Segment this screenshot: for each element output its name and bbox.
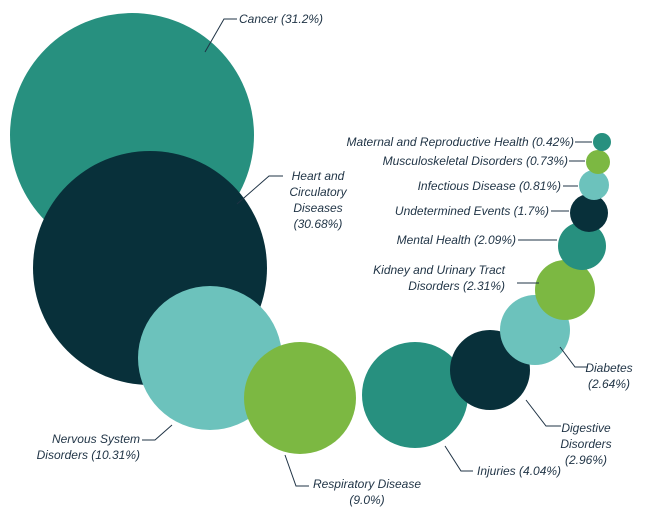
label-line: (2.96%) — [565, 453, 607, 467]
label-maternal-and-reproductive-health: Maternal and Reproductive Health (0.42%) — [347, 135, 574, 149]
label-line: Respiratory Disease — [313, 477, 421, 491]
label-line: Undetermined Events (1.7%) — [395, 204, 549, 218]
label-line: Kidney and Urinary Tract — [373, 263, 505, 277]
bubble-respiratory-disease — [244, 342, 356, 454]
label-line: Digestive — [561, 421, 611, 435]
label-respiratory-disease: Respiratory Disease (9.0%) — [313, 477, 421, 507]
leader-line-heart-and-circulatory-diseases — [236, 175, 283, 205]
bubble-infectious-disease — [579, 170, 609, 200]
label-heart-and-circulatory-diseases: Heart and Circulatory Diseases (30.68%) — [289, 169, 347, 231]
bubble-mental-health — [558, 222, 606, 270]
label-line: Infectious Disease (0.81%) — [418, 179, 561, 193]
label-diabetes: Diabetes (2.64%) — [585, 361, 632, 391]
label-line: Diseases — [293, 201, 342, 215]
label-line: Cancer (31.2%) — [239, 12, 323, 26]
leader-line-injuries — [444, 445, 473, 472]
label-line: Disorders (2.31%) — [408, 279, 505, 293]
label-line: Disorders — [560, 437, 611, 451]
bubble-injuries — [362, 342, 468, 448]
label-kidney-and-urinary-tract-disorders: Kidney and Urinary Tract Disorders (2.31%… — [373, 263, 505, 293]
label-infectious-disease: Infectious Disease (0.81%) — [418, 179, 561, 193]
bubble-musculoskeletal-disorders — [586, 150, 610, 174]
label-line: Maternal and Reproductive Health (0.42%) — [347, 135, 574, 149]
label-line: (9.0%) — [349, 493, 384, 507]
labels-layer: Cancer (31.2%) Heart and Circulatory Diseas… — [37, 12, 633, 507]
leader-line-diabetes — [559, 346, 588, 368]
label-line: Disorders (10.31%) — [37, 448, 140, 462]
bubble-kidney-and-urinary-tract-disorders — [535, 260, 595, 320]
leader-lines-layer — [142, 18, 592, 487]
leader-line-nervous-system-disorders — [142, 424, 173, 441]
label-cancer: Cancer (31.2%) — [239, 12, 323, 26]
label-digestive-disorders: Digestive Disorders (2.96%) — [560, 421, 611, 467]
label-line: Injuries (4.04%) — [477, 464, 561, 478]
leader-line-respiratory-disease — [284, 454, 309, 487]
label-line: Mental Health (2.09%) — [397, 233, 516, 247]
label-mental-health: Mental Health (2.09%) — [397, 233, 516, 247]
bubble-maternal-and-reproductive-health — [593, 133, 611, 151]
leader-line-cancer — [204, 18, 237, 53]
label-injuries: Injuries (4.04%) — [477, 464, 561, 478]
bubbles-layer — [10, 13, 611, 454]
leader-line-digestive-disorders — [525, 399, 561, 427]
bubble-undetermined-events — [570, 194, 608, 232]
label-line: (30.68%) — [294, 217, 343, 231]
label-nervous-system-disorders: Nervous System Disorders (10.31%) — [37, 432, 140, 462]
label-line: (2.64%) — [588, 377, 630, 391]
label-line: Musculoskeletal Disorders (0.73%) — [383, 154, 568, 168]
label-undetermined-events: Undetermined Events (1.7%) — [395, 204, 549, 218]
label-line: Nervous System — [52, 432, 140, 446]
label-line: Heart and — [292, 169, 345, 183]
label-musculoskeletal-disorders: Musculoskeletal Disorders (0.73%) — [383, 154, 568, 168]
label-line: Circulatory — [289, 185, 347, 199]
label-line: Diabetes — [585, 361, 632, 375]
